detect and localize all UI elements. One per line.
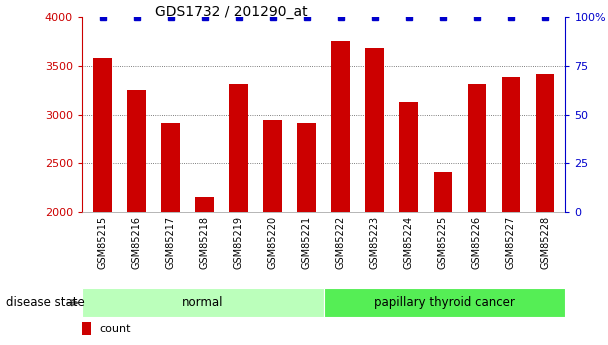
Bar [468,85,486,212]
Text: GSM85219: GSM85219 [233,216,244,269]
Bar [93,58,112,212]
Bar [297,122,316,212]
Text: GSM85223: GSM85223 [370,216,380,269]
Bar [331,41,350,212]
Text: GSM85218: GSM85218 [199,216,210,269]
Bar [82,288,323,317]
Bar [82,322,91,335]
Bar [195,197,214,212]
Text: GDS1732 / 201290_at: GDS1732 / 201290_at [154,5,308,19]
Text: GSM85220: GSM85220 [268,216,278,269]
Text: GSM85216: GSM85216 [131,216,142,269]
Bar [536,74,554,212]
Text: normal: normal [182,296,224,309]
Text: count: count [99,324,131,334]
Text: GSM85224: GSM85224 [404,216,414,269]
Text: GSM85222: GSM85222 [336,216,346,269]
Text: GSM85227: GSM85227 [506,216,516,269]
Text: GSM85215: GSM85215 [97,216,108,269]
Text: GSM85226: GSM85226 [472,216,482,269]
Text: GSM85225: GSM85225 [438,216,448,269]
Text: disease state: disease state [6,296,85,309]
Text: GSM85221: GSM85221 [302,216,312,269]
Bar [229,85,248,212]
Text: GSM85228: GSM85228 [540,216,550,269]
Bar [263,120,282,212]
Bar [127,90,146,212]
Bar [399,102,418,212]
Bar [161,124,180,212]
Text: GSM85217: GSM85217 [165,216,176,269]
Bar [323,288,565,317]
Bar [434,172,452,212]
Bar [502,77,520,212]
Text: papillary thyroid cancer: papillary thyroid cancer [374,296,515,309]
Bar [365,48,384,212]
